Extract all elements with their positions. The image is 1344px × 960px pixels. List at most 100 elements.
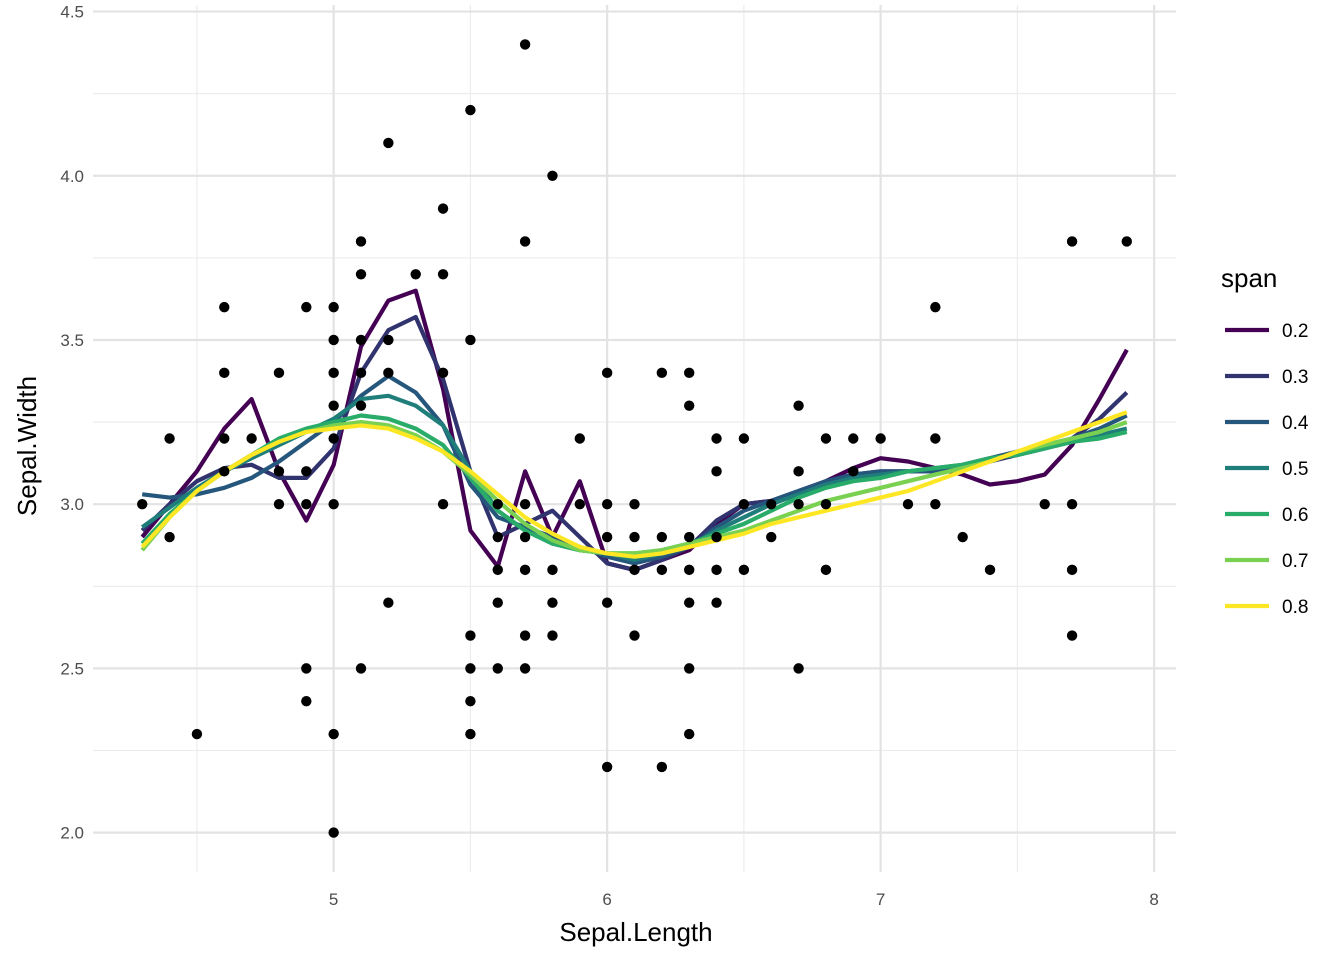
data-point — [328, 301, 339, 313]
data-point — [164, 433, 175, 444]
x-tick-label: 8 — [1149, 890, 1158, 909]
data-point — [519, 498, 531, 510]
legend-title: span — [1221, 263, 1277, 293]
data-point — [328, 827, 339, 838]
data-point — [219, 301, 230, 313]
data-point — [820, 564, 832, 576]
data-point — [547, 630, 558, 641]
data-point — [519, 564, 531, 576]
data-point — [711, 597, 722, 608]
data-point — [766, 498, 777, 510]
data-point — [465, 696, 476, 707]
legend-label-0.2: 0.2 — [1282, 321, 1308, 342]
data-point — [219, 433, 230, 444]
data-point — [601, 498, 613, 510]
data-point — [355, 663, 367, 674]
data-point — [738, 564, 750, 576]
data-point — [683, 531, 695, 543]
data-point — [1121, 236, 1132, 247]
y-tick-label: 3.5 — [60, 331, 84, 350]
data-point — [519, 39, 531, 50]
data-point — [328, 433, 339, 444]
data-point — [437, 367, 449, 379]
y-tick-label: 2.0 — [60, 824, 84, 843]
legend-label-0.3: 0.3 — [1282, 367, 1308, 388]
data-point — [355, 236, 367, 247]
x-tick-label: 5 — [329, 890, 338, 909]
legend-label-0.6: 0.6 — [1282, 505, 1308, 526]
data-point — [355, 367, 367, 379]
x-axis-ticks: 5 6 7 8 — [329, 890, 1159, 909]
data-point — [301, 696, 312, 707]
data-point — [930, 433, 941, 444]
data-point — [383, 597, 394, 608]
data-point — [164, 531, 175, 543]
data-point — [629, 564, 640, 576]
data-point — [601, 367, 613, 379]
data-point — [875, 433, 886, 444]
data-point — [683, 597, 695, 608]
data-point — [328, 728, 339, 740]
y-tick-label: 4.5 — [60, 3, 84, 22]
legend-items: 0.2 0.3 0.4 0.5 0.6 0.7 0.8 — [1225, 321, 1309, 618]
data-point — [465, 630, 476, 641]
data-point — [601, 531, 613, 543]
data-point — [328, 498, 339, 510]
data-point — [1066, 236, 1078, 247]
data-point — [355, 334, 367, 346]
data-point — [465, 104, 476, 116]
data-point — [273, 466, 285, 477]
data-point — [328, 334, 339, 346]
data-point — [1066, 498, 1078, 510]
data-point — [629, 630, 640, 641]
data-point — [601, 761, 613, 773]
data-point — [1039, 498, 1050, 510]
data-point — [246, 433, 257, 444]
data-point — [766, 531, 777, 543]
data-point — [930, 301, 941, 313]
data-point — [328, 367, 339, 379]
data-point — [711, 531, 722, 543]
data-point — [219, 367, 230, 379]
data-point — [547, 170, 558, 181]
data-point — [574, 498, 586, 510]
data-point — [820, 498, 832, 510]
data-point — [656, 564, 668, 576]
legend-label-0.5: 0.5 — [1282, 459, 1308, 480]
y-tick-label: 4.0 — [60, 167, 84, 186]
grid-major — [93, 5, 1176, 872]
data-point — [656, 367, 668, 379]
y-tick-label: 3.0 — [60, 495, 84, 514]
data-point — [547, 597, 558, 608]
data-point — [793, 663, 804, 674]
data-point — [519, 236, 531, 247]
data-point — [683, 663, 695, 674]
data-point — [984, 564, 996, 576]
data-point — [273, 367, 285, 379]
data-point — [465, 663, 476, 674]
y-tick-label: 2.5 — [60, 659, 84, 678]
y-axis-ticks: 2.0 2.5 3.0 3.5 4.0 4.5 — [60, 3, 84, 843]
data-point — [683, 400, 695, 411]
data-point — [492, 531, 503, 543]
x-tick-label: 7 — [876, 890, 885, 909]
data-point — [328, 400, 339, 411]
data-point — [1066, 630, 1078, 641]
data-point — [711, 564, 722, 576]
data-point — [793, 400, 804, 411]
data-point — [683, 367, 695, 379]
data-point — [519, 663, 531, 674]
data-point — [902, 498, 914, 510]
data-point — [437, 203, 449, 214]
data-point — [301, 498, 312, 510]
data-point — [711, 433, 722, 444]
data-point — [492, 663, 503, 674]
data-point — [656, 531, 668, 543]
loess-lines — [140, 288, 1129, 572]
x-axis-title: Sepal.Length — [559, 917, 712, 947]
data-point — [683, 728, 695, 740]
legend: span 0.2 0.3 0.4 0.5 0.6 0.7 0.8 — [1221, 263, 1309, 618]
data-point — [574, 433, 586, 444]
data-point — [492, 498, 503, 510]
